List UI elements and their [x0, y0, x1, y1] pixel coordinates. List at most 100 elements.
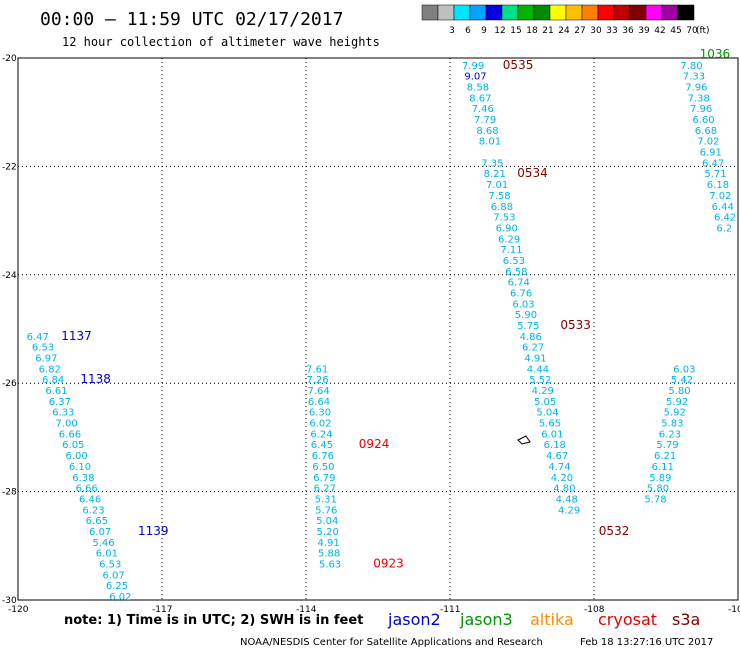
x-tick-label: -111 — [440, 605, 460, 615]
pass-time-label: 1137 — [61, 329, 92, 343]
pass-time-label: 0535 — [503, 58, 534, 72]
wave-height-point: 5.83 — [661, 419, 683, 430]
wave-height-point: 6.27 — [314, 484, 336, 495]
wave-height-point: 6.18 — [544, 440, 566, 451]
colorbar-tick-label: 42 — [654, 26, 665, 36]
wave-height-point: 5.90 — [515, 310, 537, 321]
x-tick-label: -114 — [296, 605, 317, 615]
x-tick-label: -10 — [728, 605, 740, 615]
wave-height-point: 5.20 — [317, 527, 339, 538]
wave-height-point: 6.53 — [32, 343, 54, 354]
wave-height-point: 6.97 — [35, 354, 57, 365]
colorbar-tick-label: 21 — [542, 26, 553, 36]
wave-height-point: 6.00 — [66, 451, 88, 462]
colorbar-swatch — [501, 4, 519, 21]
footer-credit: NOAA/NESDIS Center for Satellite Applica… — [240, 637, 543, 648]
wave-height-point: 7.38 — [688, 93, 710, 104]
colorbar-swatch — [613, 4, 631, 21]
plot-area: -120 -117 -114 -111 -108 -10 -20-22-24-26-28-… — [2, 47, 740, 615]
wave-height-point: 4.67 — [546, 451, 568, 462]
wave-height-point: 5.42 — [671, 375, 693, 386]
wave-height-point: 7.99 — [462, 61, 484, 72]
colorbar-tick-label: 27 — [574, 26, 585, 36]
wave-height-point: 5.78 — [644, 494, 666, 505]
wave-height-point: 6.64 — [308, 397, 330, 408]
wave-height-point: 6.2 — [716, 223, 732, 234]
wave-height-point: 5.05 — [534, 397, 556, 408]
wave-height-point: 6.03 — [512, 299, 534, 310]
wave-height-point: 6.07 — [89, 527, 111, 538]
colorbar-tick-label: 15 — [510, 26, 521, 36]
colorbar-tick-label: 30 — [590, 26, 602, 36]
footer-timestamp: Feb 18 13:27:16 UTC 2017 — [580, 637, 713, 648]
colorbar-swatch — [453, 4, 471, 21]
legend-item-cryosat: cryosat — [598, 610, 657, 629]
pass-time-label: 1138 — [80, 372, 111, 386]
wave-height-point: 6.68 — [695, 126, 717, 137]
wave-height-point: 5.89 — [649, 473, 671, 484]
wave-height-point: 5.76 — [315, 505, 337, 516]
colorbar-tick-label: 39 — [638, 26, 650, 36]
x-tick-label: -108 — [584, 605, 605, 615]
pass-time-label: 0533 — [560, 318, 591, 332]
colorbar-unit-label: (ft) — [696, 26, 710, 36]
wave-height-point: 6.23 — [659, 429, 681, 440]
wave-height-point: 6.02 — [309, 419, 331, 430]
grid-lines — [18, 58, 738, 600]
wave-height-point: 6.50 — [312, 462, 334, 473]
wave-height-point: 7.02 — [709, 191, 731, 202]
wave-height-point: 6.37 — [49, 397, 71, 408]
chart-subtitle: 12 hour collection of altimeter wave hei… — [62, 35, 380, 49]
legend-item-jason2: jason2 — [387, 610, 441, 629]
colorbar-tick-label: 12 — [494, 26, 505, 36]
wave-height-point: 7.53 — [493, 213, 515, 224]
colorbar-swatch — [485, 4, 503, 21]
colorbar-swatch — [677, 4, 695, 21]
colorbar-tick-label: 9 — [481, 26, 487, 36]
pass-time-label: 0534 — [517, 166, 548, 180]
wave-height-point: 6.46 — [79, 494, 101, 505]
y-tick-label: -24 — [2, 271, 17, 281]
wave-height-point: 6.33 — [52, 408, 74, 419]
wave-height-point: 5.80 — [668, 386, 690, 397]
wave-height-point: 4.20 — [551, 473, 573, 484]
wave-height-point: 4.91 — [524, 354, 546, 365]
wave-height-point: 8.21 — [484, 169, 506, 180]
wave-height-point: 5.71 — [704, 169, 726, 180]
colorbar-tick-label: 33 — [606, 26, 617, 36]
y-tick-label: -26 — [2, 379, 17, 389]
wave-height-point: 5.63 — [319, 559, 341, 570]
wave-height-point: 4.74 — [548, 462, 570, 473]
colorbar-tick-label: 24 — [558, 26, 570, 36]
wave-height-point: 5.80 — [647, 484, 669, 495]
wave-height-point: 6.91 — [700, 148, 722, 159]
wave-height-point: 5.65 — [539, 419, 561, 430]
legend-item-jason3: jason3 — [459, 610, 513, 629]
pass-time-label: 0924 — [359, 437, 390, 451]
wave-height-point: 6.30 — [309, 408, 331, 419]
x-tick-label: -120 — [8, 605, 29, 615]
footer-note: note: 1) Time is in UTC; 2) SWH is in fe… — [64, 613, 363, 628]
colorbar-swatch — [597, 4, 615, 21]
colorbar-tick-label: 36 — [622, 26, 634, 36]
wave-height-point: 6.65 — [86, 516, 108, 527]
colorbar-swatch — [533, 4, 551, 21]
wave-height-point: 6.10 — [69, 462, 91, 473]
wave-height-point: 6.02 — [109, 592, 131, 603]
colorbar-swatch — [437, 4, 455, 21]
colorbar-tick-label: 6 — [465, 26, 471, 36]
wave-height-point: 4.86 — [520, 332, 542, 343]
wave-height-point: 6.82 — [39, 364, 61, 375]
wave-height-point: 4.29 — [558, 505, 580, 516]
wave-height-point: 5.46 — [92, 538, 114, 549]
colorbar-tick-label: 18 — [526, 26, 538, 36]
pass-time-label: 0532 — [599, 524, 630, 538]
colorbar-swatch — [629, 4, 647, 21]
wave-height-point: 6.05 — [62, 440, 84, 451]
colorbar-tick-label: 45 — [670, 26, 681, 36]
wave-height-point: 6.53 — [503, 256, 525, 267]
wave-height-point: 7.64 — [307, 386, 329, 397]
wave-height-point: 6.23 — [82, 505, 104, 516]
wave-height-point: 8.67 — [469, 93, 491, 104]
coastline-island-shape — [517, 435, 531, 445]
